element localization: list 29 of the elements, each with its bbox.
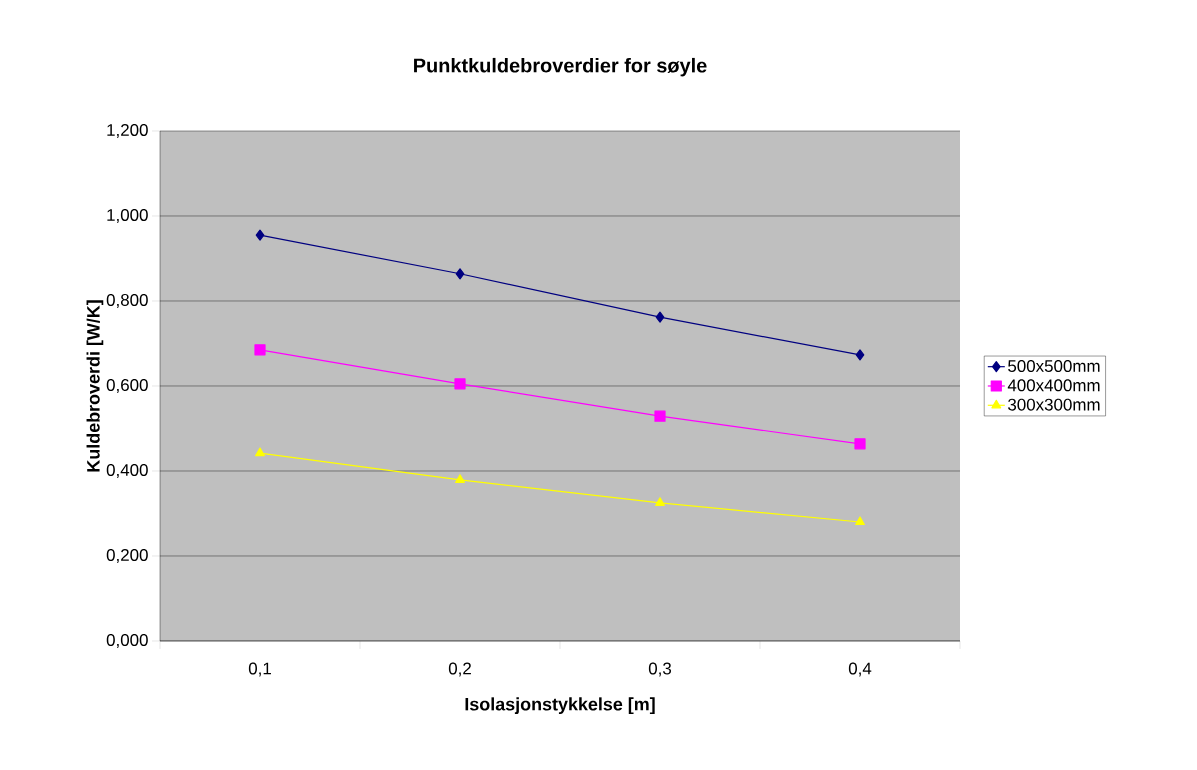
y-tick-label: 1,000 (107, 208, 148, 223)
legend-label: 500x500mm (1008, 360, 1100, 373)
x-tick-label: 0,2 (448, 662, 471, 677)
point (854, 438, 866, 450)
point (255, 447, 265, 457)
point (855, 349, 865, 361)
y-tick-label: 0,400 (106, 463, 148, 478)
point (654, 410, 666, 422)
y-tick-label: 0,200 (106, 548, 148, 563)
point (254, 344, 266, 356)
point (655, 497, 665, 506)
chart-title: Punktkuldebroverdier for søyle (414, 57, 707, 77)
x-tick-label: 0,4 (848, 662, 872, 677)
y-tick-label: 0,600 (106, 378, 148, 393)
y-tick-label: 0,000 (106, 633, 148, 648)
point (655, 311, 665, 323)
x-axis-title: Isolasjonstykkelse [m] (465, 697, 655, 715)
y-axis-title: Kuldebroverdi [W/K] (86, 300, 104, 472)
point (454, 378, 466, 390)
point (255, 229, 265, 241)
point (455, 268, 465, 280)
legend-label: 300x300mm (1008, 398, 1100, 411)
legend-label: 400x400mm (1007, 379, 1100, 392)
y-tick-label: 1,200 (107, 123, 148, 138)
point (455, 474, 465, 484)
y-tick-label: 0,800 (106, 293, 148, 308)
x-tick-label: 0,3 (648, 662, 672, 677)
x-tick-label: 0,1 (248, 662, 271, 677)
point (855, 516, 865, 526)
